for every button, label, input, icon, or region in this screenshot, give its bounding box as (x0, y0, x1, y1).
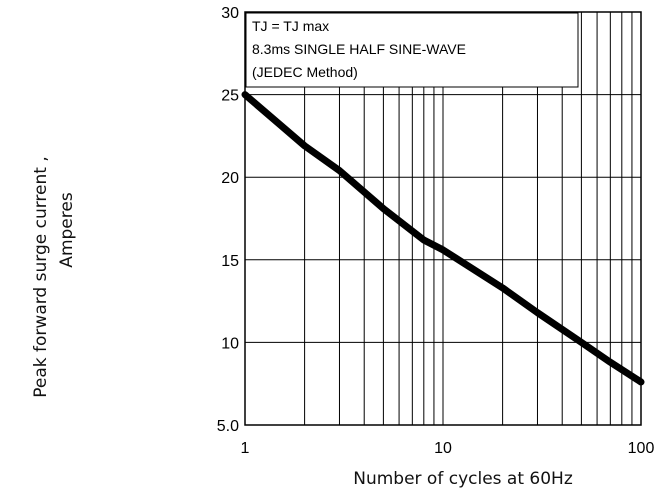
annotation-background (245, 12, 579, 88)
y-axis-label-line2: Amperes (57, 192, 77, 268)
x-tick-labels: 1 10 100 (241, 440, 655, 457)
surge-current-curve (241, 91, 645, 386)
annotation-box: TJ = TJ max 8.3ms SINGLE HALF SINE-WAVE … (245, 12, 579, 88)
y-tick-label: 15 (221, 253, 239, 270)
y-tick-labels: 5.0 10 15 20 25 30 (217, 5, 239, 435)
annotation-line: (JEDEC Method) (252, 64, 358, 80)
x-tick-label: 100 (628, 440, 655, 457)
y-tick-label: 10 (221, 335, 239, 352)
x-tick-label: 10 (434, 440, 452, 457)
y-tick-label: 20 (221, 170, 239, 187)
y-tick-label: 5.0 (217, 418, 239, 435)
y-tick-label: 30 (221, 5, 239, 22)
annotation-line: 8.3ms SINGLE HALF SINE-WAVE (252, 41, 466, 57)
x-axis-label: Number of cycles at 60Hz (353, 469, 573, 489)
x-tick-label: 1 (241, 440, 250, 457)
annotation-line: TJ = TJ max (252, 18, 329, 34)
plot-frame (244, 11, 642, 426)
series-layer (241, 91, 645, 386)
y-axis-label-line1: Peak forward surge current , (31, 156, 51, 397)
y-tick-label: 25 (221, 88, 239, 105)
